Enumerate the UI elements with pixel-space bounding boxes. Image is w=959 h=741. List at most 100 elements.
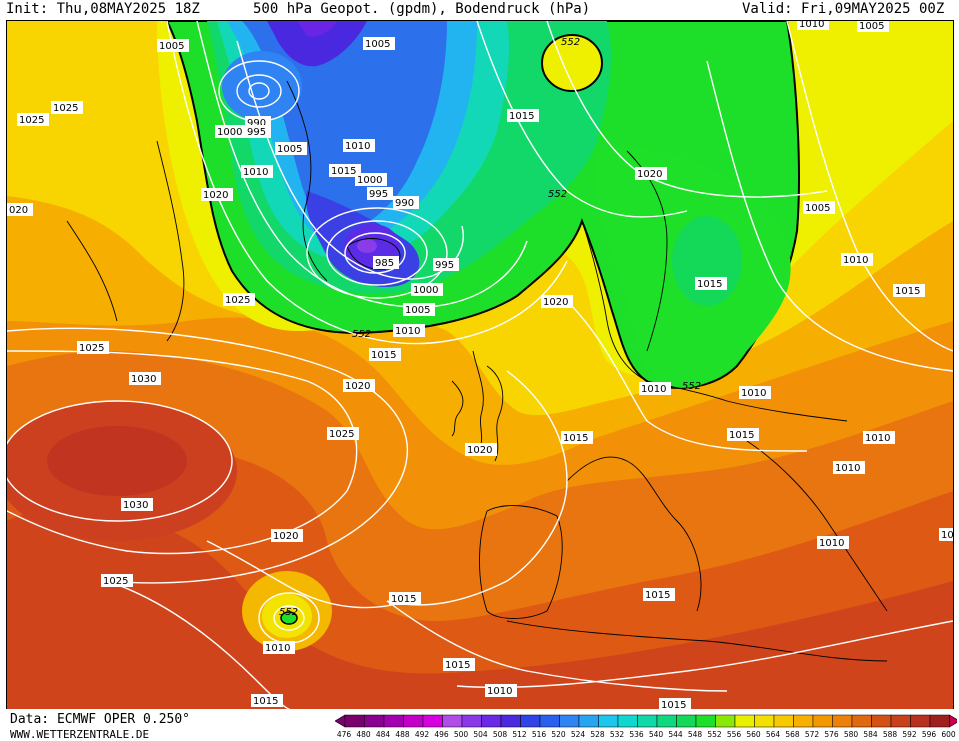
coast-norway: [581, 220, 648, 382]
isobar-label: 1005: [805, 203, 830, 214]
colorbar-cell: [851, 714, 872, 728]
isobar-label: 995: [247, 127, 266, 138]
isobar-1010-south: [456, 620, 953, 689]
isobar-label: 1005: [405, 305, 430, 316]
colorbar-cell: [520, 714, 541, 728]
isobar-cutoff-2: [273, 605, 305, 631]
low-greenland-core: [297, 21, 337, 37]
coast-britain-east: [486, 365, 504, 462]
colorbar-cells: [335, 714, 957, 728]
isobar-label: 1025: [79, 343, 104, 354]
isobar-label: 1025: [103, 576, 128, 587]
colorbar-cell: [812, 714, 833, 728]
isobar-label: 1010: [641, 384, 666, 395]
coast-greenland-east: [286, 80, 328, 282]
isobar-label: 1020: [203, 190, 228, 201]
colorbar-cell: [793, 714, 814, 728]
isobar-label: 990: [247, 118, 266, 129]
isobar-label: 1020: [637, 169, 662, 180]
isobar-label: 995: [369, 189, 388, 200]
colorbar-cell: [383, 714, 404, 728]
isobar-label: 1010: [835, 463, 860, 474]
isobar-label: 1010: [395, 326, 420, 337]
colorbar-tick-label: 484: [375, 730, 391, 739]
colorbar-tick-label: 524: [570, 730, 586, 739]
isobar-label: 1010: [265, 643, 290, 654]
isobar-label: 1015: [729, 430, 754, 441]
coast-britain: [472, 350, 484, 452]
isobar-label: 1030: [131, 374, 156, 385]
init-time: Init: Thu,08MAY2025 18Z: [6, 1, 200, 17]
colorbar-cell: [617, 714, 638, 728]
map-title: 500 hPa Geopot. (gpdm), Bodendruck (hPa): [253, 1, 591, 17]
colorbar-tick-label: 580: [843, 730, 859, 739]
coastlines: [66, 80, 888, 662]
isobar-label: 1010: [941, 530, 953, 541]
coast-ireland: [451, 380, 464, 437]
coast-iberia: [479, 505, 563, 619]
isobar-1020-europe: [386, 370, 568, 606]
isobar-label: 1010: [243, 167, 268, 178]
low-center: [357, 239, 377, 253]
isobar-995: [326, 220, 428, 286]
colorbar-cell: [929, 714, 950, 728]
data-source: Data: ECMWF OPER 0.250°: [10, 712, 191, 727]
isobar-1000: [306, 207, 448, 299]
colorbar-tick-label: 600: [941, 730, 956, 739]
map-canvas: 1005 1025 1025 990 995 1000 1005 1010 10…: [7, 21, 953, 710]
isobar-label: 1025: [19, 115, 44, 126]
colorbar-arrow-right: [949, 714, 957, 728]
colorbar-tick-label: 540: [648, 730, 664, 739]
contour-label: 552: [279, 607, 298, 618]
isobar-label: 1020: [543, 297, 568, 308]
isobar-label: 1025: [53, 103, 78, 114]
contour-label: 552: [548, 189, 567, 200]
isobar-label: 1015: [391, 594, 416, 605]
colorbar-cell: [773, 714, 794, 728]
isobar-label: 1025: [329, 429, 354, 440]
coast-italy: [566, 456, 702, 612]
colorbar-cell: [461, 714, 482, 728]
colorbar-cell: [598, 714, 619, 728]
isobar-1025-ring: [7, 350, 358, 555]
valid-time: Valid: Fri,09MAY2025 00Z: [742, 1, 945, 17]
isobar-label: 1005: [277, 144, 302, 155]
isobar-label: 020: [9, 205, 28, 216]
colorbar-cell: [656, 714, 677, 728]
isobar-label: 1005: [159, 41, 184, 52]
map-header: Init: Thu,08MAY2025 18Z 500 hPa Geopot. …: [0, 0, 959, 20]
colorbar-tick-label: 584: [863, 730, 878, 739]
isobar-label: 1020: [273, 531, 298, 542]
isobar-label: 1015: [371, 350, 396, 361]
colorbar-arrow-left: [335, 714, 346, 728]
colorbar-cell: [539, 714, 560, 728]
colorbar-tick-label: 596: [921, 730, 937, 739]
isobar-label: 1005: [859, 21, 884, 32]
colorbar-tick-label: 492: [414, 730, 430, 739]
colorbar-cell: [832, 714, 853, 728]
website: WWW.WETTERZENTRALE.DE: [10, 728, 150, 741]
colorbar-cell: [422, 714, 443, 728]
colorbar-cell: [442, 714, 463, 728]
colorbar-cell: [890, 714, 911, 728]
isobar-label: 985: [375, 258, 394, 269]
isobar-label: 990: [395, 198, 414, 209]
isobar-label: 1010: [799, 21, 824, 30]
isobar-label: 1010: [345, 141, 370, 152]
high-core: [47, 426, 187, 496]
isobar-label: 1010: [843, 255, 868, 266]
colorbar-tick-label: 564: [765, 730, 781, 739]
isobar-1015-south: [386, 600, 728, 692]
low-baffin: [222, 51, 302, 121]
isobar-label: 1000: [357, 175, 382, 186]
colorbar-tick-label: 532: [609, 730, 625, 739]
isobar-label: 1030: [123, 500, 148, 511]
isobar-1015-north: [476, 21, 688, 218]
coast-north-africa: [506, 620, 888, 662]
isobar-label: 1015: [895, 286, 920, 297]
colorbar-tick-label: 560: [746, 730, 761, 739]
colorbar-tick-label: 536: [629, 730, 644, 739]
isobar-1005-east: [786, 21, 953, 352]
colorbar-cell: [364, 714, 385, 728]
isobar-1015-europe: [566, 300, 808, 452]
